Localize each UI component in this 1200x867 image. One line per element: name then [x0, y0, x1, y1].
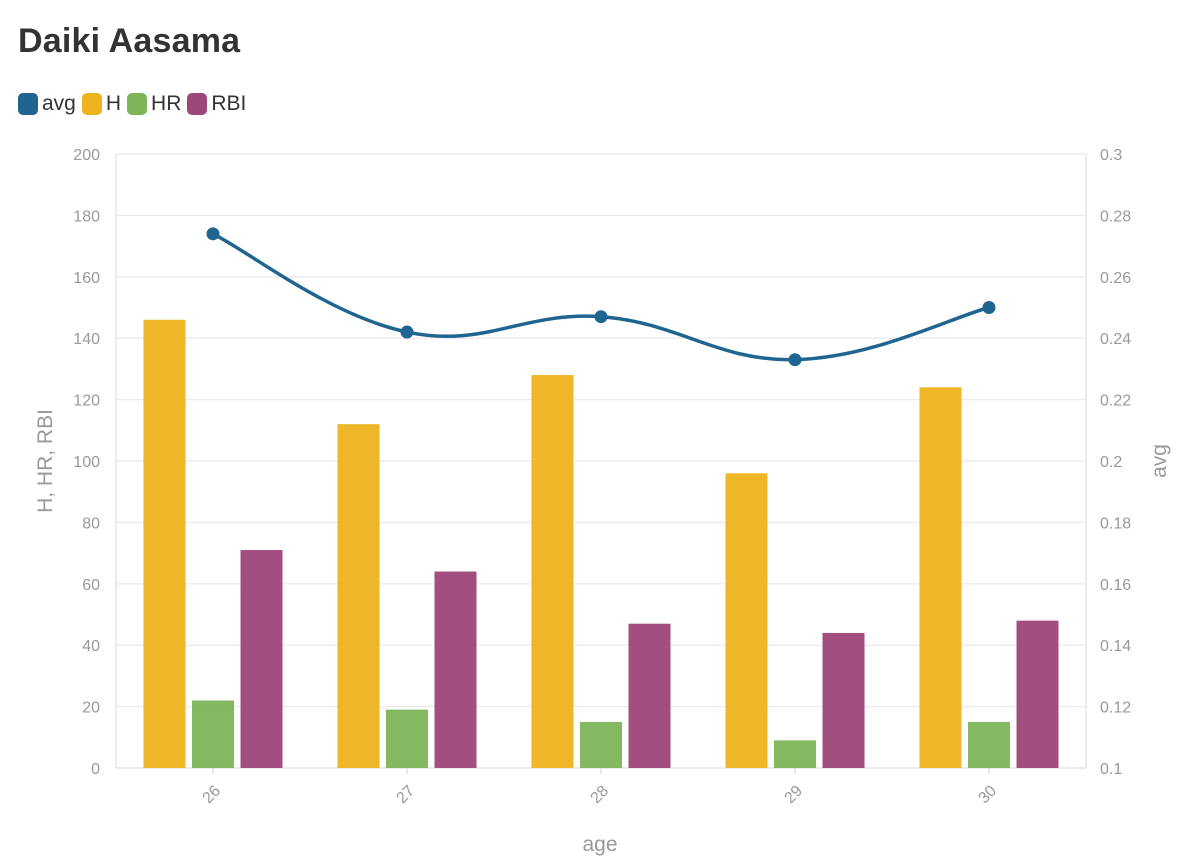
x-tick-label: 27 — [394, 782, 419, 807]
x-tick-label: 30 — [976, 782, 1001, 807]
y-left-tick-label: 200 — [73, 147, 100, 164]
y-left-tick-label: 20 — [82, 700, 100, 717]
avg-point[interactable] — [594, 310, 608, 324]
legend-swatch-h — [81, 93, 102, 115]
bar-hr[interactable] — [774, 740, 816, 768]
avg-point[interactable] — [206, 227, 220, 241]
x-axis-title: age — [582, 833, 617, 856]
y-right-tick-label: 0.3 — [1100, 147, 1122, 164]
avg-point[interactable] — [400, 325, 414, 339]
y-right-tick-label: 0.16 — [1100, 577, 1131, 594]
legend-item-rbi[interactable]: RBI — [187, 92, 246, 116]
bar-rbi[interactable] — [1016, 620, 1059, 768]
avg-line[interactable] — [212, 232, 990, 362]
y-left-tick-label: 0 — [91, 761, 100, 778]
y-left-tick-label: 120 — [73, 393, 100, 410]
y-right-tick-label: 0.26 — [1100, 270, 1131, 287]
bar-h[interactable] — [725, 473, 768, 768]
chart-title: Daiki Aasama — [18, 22, 241, 60]
legend-swatch-hr — [127, 93, 148, 115]
legend-label-hr: HR — [151, 92, 182, 115]
y-right-tick-label: 0.18 — [1100, 515, 1131, 532]
y-right-tick-label: 0.1 — [1100, 761, 1122, 778]
legend-swatch-avg — [18, 93, 38, 115]
y-right-tick-label: 0.2 — [1100, 454, 1122, 471]
legend-item-hr[interactable]: HR — [127, 92, 181, 116]
bar-hr[interactable] — [968, 721, 1010, 768]
avg-line-layer — [206, 227, 996, 367]
bar-rbi[interactable] — [628, 623, 671, 768]
legend-label-avg: avg — [42, 92, 76, 115]
bar-h[interactable] — [531, 375, 574, 768]
avg-point[interactable] — [982, 301, 996, 314]
y-left-tick-label: 160 — [73, 270, 100, 287]
y-left-tick-label: 140 — [73, 331, 100, 348]
y-right-tick-label: 0.14 — [1100, 638, 1131, 655]
y-right-tick-label: 0.22 — [1100, 393, 1131, 410]
y-left-tick-label: 100 — [73, 454, 100, 471]
y-right-tick-label: 0.28 — [1100, 208, 1131, 225]
y-right-tick-label: 0.12 — [1100, 700, 1131, 717]
avg-point[interactable] — [788, 353, 802, 367]
bars — [143, 319, 1059, 768]
bar-h[interactable] — [143, 319, 186, 768]
x-tick-label: 28 — [588, 782, 613, 807]
y-left-axis-title: H, HR, RBI — [34, 409, 57, 513]
y-left-tick-label: 180 — [73, 208, 100, 225]
bar-h[interactable] — [337, 424, 380, 768]
legend-swatch-rbi — [187, 93, 208, 115]
y-right-axis-title: avg — [1148, 444, 1171, 478]
y-left-tick-label: 40 — [82, 638, 100, 655]
bar-hr[interactable] — [192, 700, 234, 768]
bar-h[interactable] — [919, 387, 962, 768]
x-tick-label: 29 — [782, 782, 807, 807]
legend-label-h: H — [105, 92, 122, 115]
y-left-tick-label: 80 — [82, 515, 100, 532]
y-left-tick-label: 60 — [82, 577, 100, 594]
legend-item-avg[interactable]: avg — [18, 92, 76, 116]
bar-hr[interactable] — [386, 709, 428, 768]
legend: avg H HR RBI — [18, 92, 252, 116]
legend-item-h[interactable]: H — [81, 92, 122, 116]
x-tick-label: 26 — [200, 782, 225, 807]
legend-label-rbi: RBI — [211, 92, 247, 115]
bar-rbi[interactable] — [240, 550, 283, 768]
bar-hr[interactable] — [580, 721, 622, 768]
bar-rbi[interactable] — [434, 571, 477, 768]
y-right-tick-label: 0.24 — [1100, 331, 1131, 348]
bar-rbi[interactable] — [822, 632, 865, 768]
